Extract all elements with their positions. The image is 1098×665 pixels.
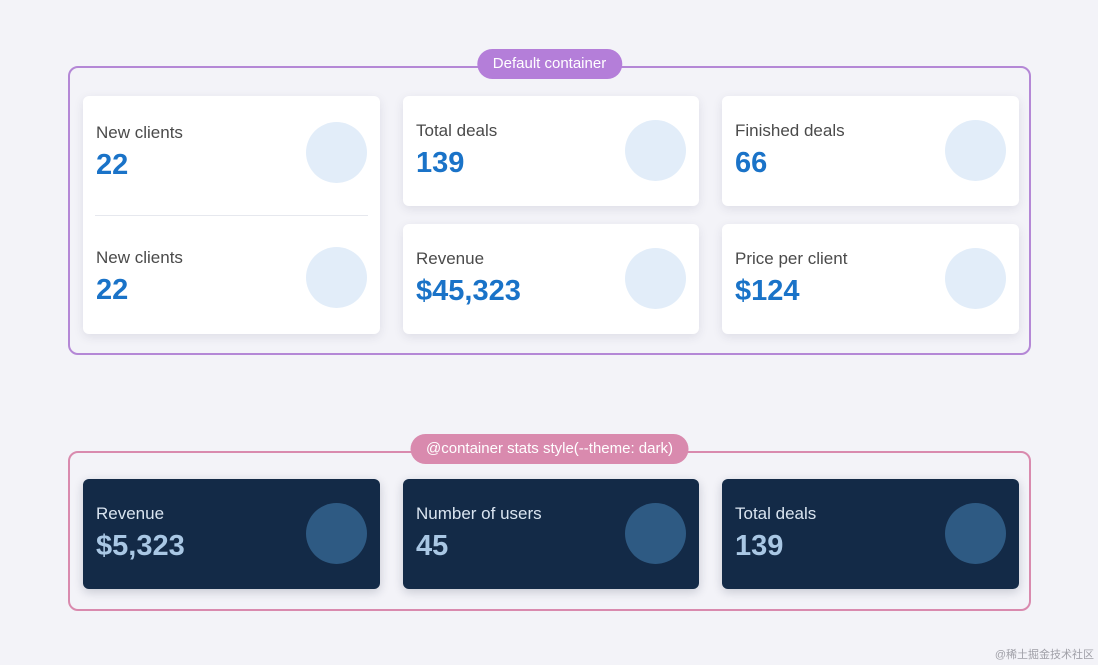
stat-label: Total deals	[735, 504, 817, 523]
dark-theme-container: @container stats style(--theme: dark)	[68, 434, 1031, 611]
circle-icon	[625, 503, 686, 564]
stat-value: 45	[416, 530, 449, 562]
stat-value: 139	[735, 530, 784, 562]
stat-label: Total deals	[416, 121, 498, 140]
default-container-badge: Default container	[476, 49, 623, 79]
stat-price-per-client: Price per client $124	[735, 249, 847, 308]
stat-total-deals: Total deals 139	[416, 121, 497, 180]
stat-finished-deals: Finished deals 66	[735, 121, 845, 180]
revenue-card: Revenue $45,323	[403, 224, 699, 334]
stat-label: New clients	[96, 123, 183, 142]
stat-label: Price per client	[735, 249, 848, 268]
stat-number-of-users: Number of users 45	[416, 504, 542, 563]
dark-users-card: Number of users 45	[403, 479, 699, 589]
circle-icon	[945, 503, 1006, 564]
stat-label: New clients	[96, 248, 183, 267]
circle-icon	[945, 120, 1006, 181]
circle-icon	[625, 248, 686, 309]
stat-label: Number of users	[416, 504, 542, 523]
circle-icon	[306, 122, 367, 183]
stat-new-clients-1: New clients 22	[96, 123, 183, 182]
circle-icon	[945, 248, 1006, 309]
stat-value: $124	[735, 275, 800, 307]
stat-new-clients-2: New clients 22	[96, 248, 183, 307]
new-clients-double-card: New clients 22 New clients 22	[83, 96, 380, 334]
dark-revenue-card: Revenue $5,323	[83, 479, 380, 589]
stat-label: Finished deals	[735, 121, 845, 140]
stat-label: Revenue	[416, 249, 485, 268]
stat-value: $5,323	[96, 530, 185, 562]
card-divider	[95, 215, 368, 216]
stat-value: $45,323	[416, 275, 521, 307]
stat-value: 22	[96, 274, 129, 306]
finished-deals-card: Finished deals 66	[722, 96, 1019, 206]
total-deals-card: Total deals 139	[403, 96, 699, 206]
watermark: @稀土掘金技术社区	[994, 649, 1094, 661]
dark-container-badge: @container stats style(--theme: dark)	[410, 434, 689, 464]
circle-icon	[306, 247, 367, 308]
stat-dark-total-deals: Total deals 139	[735, 504, 816, 563]
stat-dark-revenue: Revenue $5,323	[96, 504, 185, 563]
stat-revenue: Revenue $45,323	[416, 249, 521, 308]
price-per-client-card: Price per client $124	[722, 224, 1019, 334]
stat-value: 139	[416, 147, 465, 179]
stat-label: Revenue	[96, 504, 165, 523]
dark-total-deals-card: Total deals 139	[722, 479, 1019, 589]
stat-value: 66	[735, 147, 768, 179]
default-container: Default container	[68, 49, 1031, 355]
stat-value: 22	[96, 149, 129, 181]
circle-icon	[625, 120, 686, 181]
circle-icon	[306, 503, 367, 564]
